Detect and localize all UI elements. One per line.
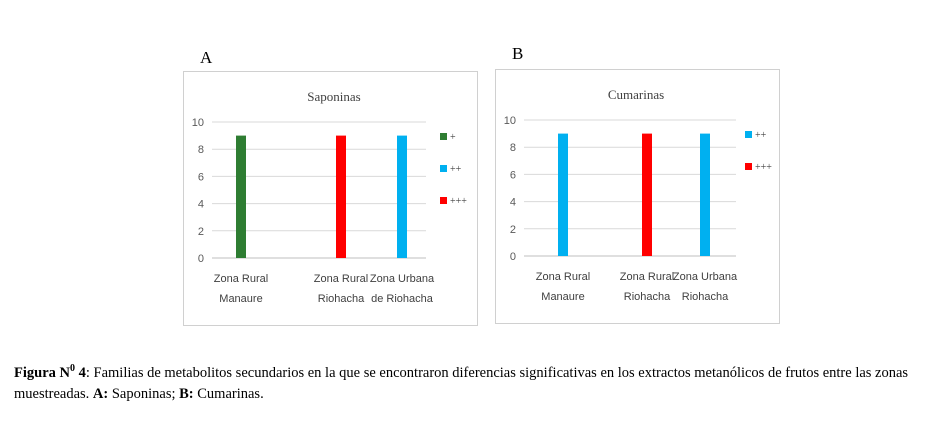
chart-cumarinas-svg: 0 2 4 6 8 10 Cumarinas Zona Rural Manaure Zona Ru… — [504, 87, 773, 303]
x-tick-label: Zona Rural — [620, 271, 674, 283]
y-tick-label: 6 — [510, 169, 516, 181]
x-tick-label: Manaure — [541, 291, 584, 303]
x-tick-label: Zona Urbana — [673, 271, 738, 283]
y-tick-label: 6 — [198, 171, 204, 183]
chart-title: Saponinas — [307, 89, 360, 104]
x-tick-label: Manaure — [219, 293, 262, 305]
legend-swatch — [745, 163, 752, 170]
caption-b-label: B: — [179, 385, 194, 402]
bar-plus-0 — [236, 135, 246, 258]
x-tick-label: Zona Rural — [214, 273, 268, 285]
caption-a-label: A: — [92, 385, 109, 402]
y-tick-label: 4 — [510, 197, 516, 209]
figure-caption: Figura N0 4: Familias de metabolitos sec… — [14, 358, 914, 405]
x-tick-label: Riohacha — [682, 291, 729, 303]
legend-label: +++ — [450, 196, 467, 207]
y-tick-label: 0 — [198, 253, 204, 265]
legend-label: ++ — [450, 164, 462, 175]
chart-saponinas: 0 2 4 6 8 10 Saponinas Zona Rural Manaure Zona Ru… — [183, 71, 478, 326]
panel-letter-a: A — [200, 48, 213, 67]
x-tick-label: Zona Rural — [314, 273, 368, 285]
chart-title: Cumarinas — [608, 87, 664, 102]
x-tick-label: de Riohacha — [371, 293, 434, 305]
chart-saponinas-svg: 0 2 4 6 8 10 Saponinas Zona Rural Manaure Zona Ru… — [192, 89, 468, 305]
legend-label: ++ — [755, 130, 767, 141]
legend-swatch — [440, 133, 447, 140]
caption-label: Figura N0 4 — [14, 363, 86, 381]
caption-b-text: Cumarinas. — [193, 385, 264, 402]
y-tick-label: 10 — [192, 117, 204, 129]
legend-swatch — [440, 197, 447, 204]
y-tick-label: 2 — [198, 226, 204, 238]
panel-letter-b: B — [512, 44, 524, 63]
y-tick-label: 8 — [510, 142, 516, 154]
x-tick-label: Zona Rural — [536, 271, 590, 283]
bar-plusplus-0 — [558, 133, 568, 256]
legend-swatch — [440, 165, 447, 172]
bar-plusplus-2 — [397, 135, 407, 258]
bar-plusplusplus-1 — [336, 135, 346, 258]
caption-a-text: Saponinas; — [108, 385, 180, 402]
y-tick-label: 4 — [198, 199, 204, 211]
y-tick-label: 10 — [504, 115, 516, 127]
x-tick-label: Riohacha — [624, 291, 671, 303]
legend-label: +++ — [755, 162, 772, 173]
bar-plusplus-2 — [700, 133, 710, 256]
bar-plusplusplus-1 — [642, 133, 652, 256]
y-tick-label: 8 — [198, 144, 204, 156]
chart-cumarinas: 0 2 4 6 8 10 Cumarinas Zona Rural Manaure Zona Ru… — [495, 69, 780, 324]
y-tick-label: 0 — [510, 251, 516, 263]
y-tick-label: 2 — [510, 224, 516, 236]
caption-text: : Familias de metabolitos secundarios en… — [14, 364, 909, 402]
x-tick-label: Riohacha — [318, 293, 365, 305]
x-tick-label: Zona Urbana — [370, 273, 435, 285]
legend-swatch — [745, 131, 752, 138]
legend-label: + — [450, 132, 456, 143]
